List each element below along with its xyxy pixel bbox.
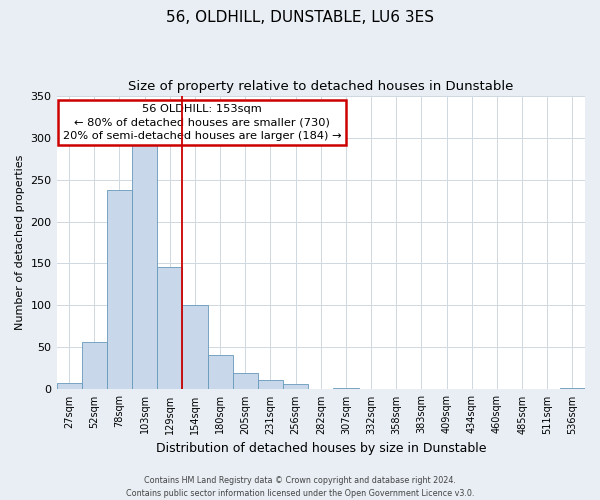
Bar [283, 384, 308, 390]
Bar [132, 145, 157, 390]
Bar [182, 304, 208, 390]
Bar [233, 372, 258, 390]
Title: Size of property relative to detached houses in Dunstable: Size of property relative to detached ho… [128, 80, 514, 93]
Bar [208, 355, 233, 390]
Bar [82, 342, 107, 390]
Bar [107, 190, 132, 390]
Bar [258, 380, 283, 390]
Text: 56, OLDHILL, DUNSTABLE, LU6 3ES: 56, OLDHILL, DUNSTABLE, LU6 3ES [166, 10, 434, 25]
Bar [157, 267, 182, 390]
Bar [560, 388, 585, 390]
X-axis label: Distribution of detached houses by size in Dunstable: Distribution of detached houses by size … [155, 442, 486, 455]
Text: Contains HM Land Registry data © Crown copyright and database right 2024.
Contai: Contains HM Land Registry data © Crown c… [126, 476, 474, 498]
Bar [56, 382, 82, 390]
Bar [383, 388, 409, 390]
Text: 56 OLDHILL: 153sqm
← 80% of detached houses are smaller (730)
20% of semi-detach: 56 OLDHILL: 153sqm ← 80% of detached hou… [62, 104, 341, 141]
Y-axis label: Number of detached properties: Number of detached properties [15, 155, 25, 330]
Bar [359, 388, 383, 390]
Bar [334, 388, 359, 390]
